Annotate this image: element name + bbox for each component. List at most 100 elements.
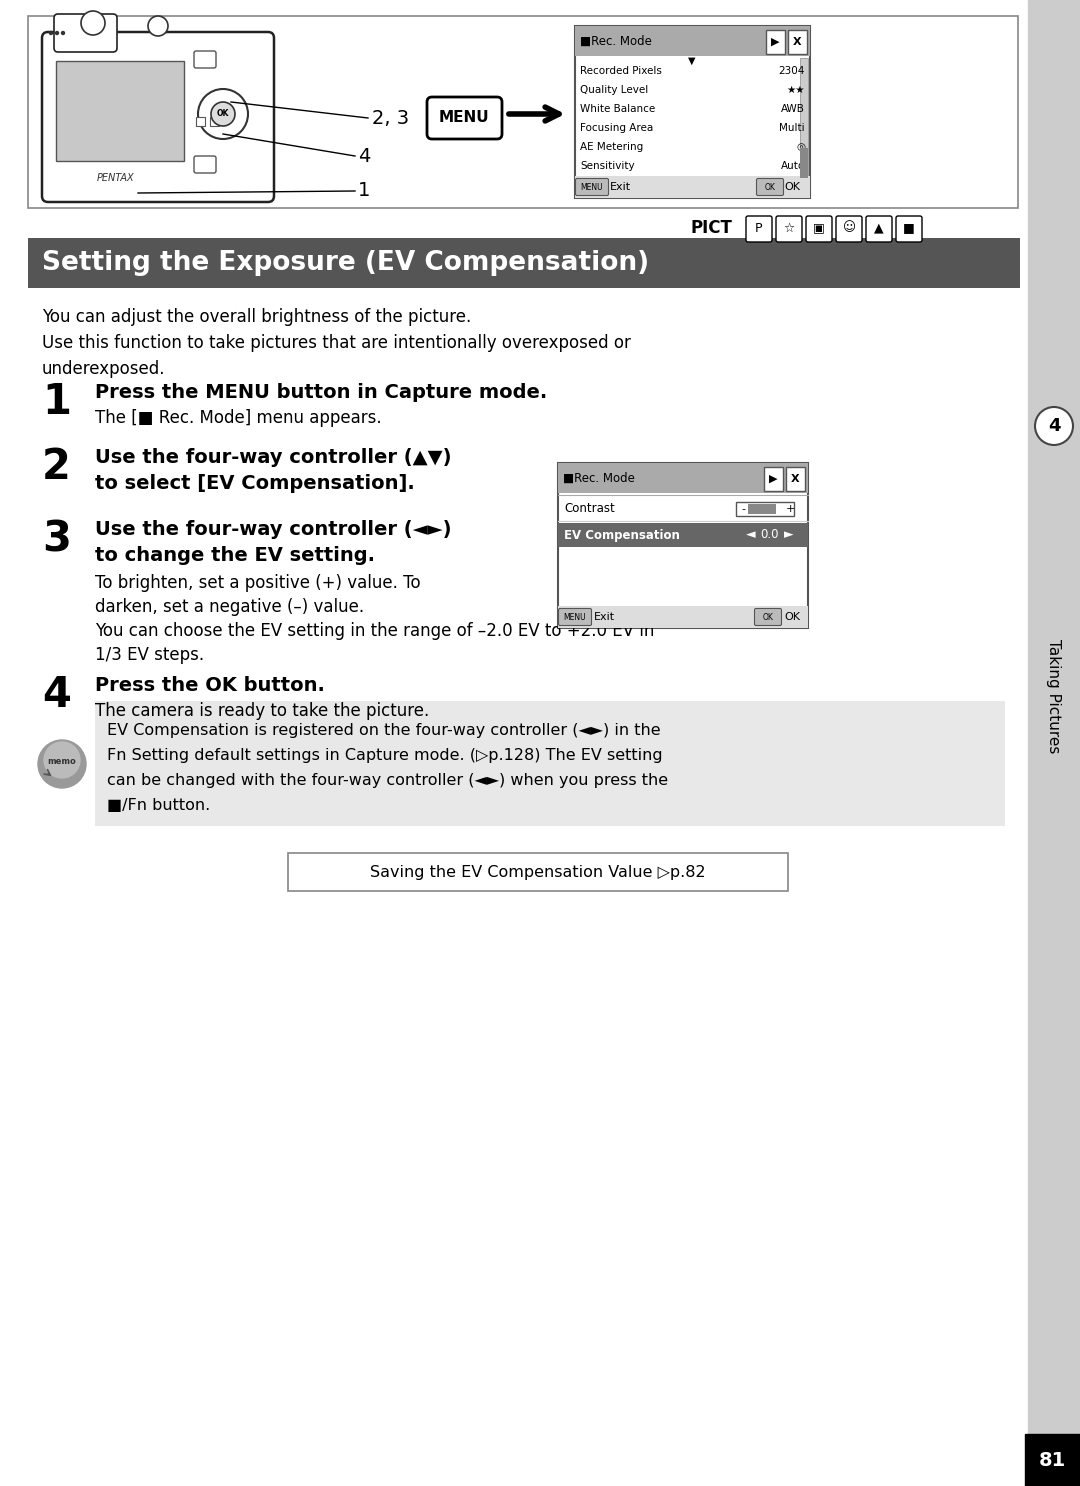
Text: ▼: ▼ <box>688 56 696 65</box>
Text: 4: 4 <box>357 147 370 165</box>
Bar <box>558 464 808 629</box>
Text: 3: 3 <box>42 519 71 560</box>
Text: Exit: Exit <box>610 181 631 192</box>
Text: darken, set a negative (–) value.: darken, set a negative (–) value. <box>95 597 364 617</box>
Text: +: + <box>786 504 795 514</box>
Text: Use the four-way controller (◄►): Use the four-way controller (◄►) <box>95 520 451 539</box>
Bar <box>748 504 777 514</box>
FancyBboxPatch shape <box>777 215 802 242</box>
Text: EV Compensation is registered on the four-way controller (◄►) in the: EV Compensation is registered on the fou… <box>107 724 661 739</box>
Text: ■: ■ <box>903 221 915 235</box>
Circle shape <box>44 742 80 779</box>
Text: 0.0: 0.0 <box>760 529 779 541</box>
Text: ★★: ★★ <box>786 85 805 95</box>
Text: OK: OK <box>762 612 773 621</box>
FancyBboxPatch shape <box>194 156 216 172</box>
Circle shape <box>211 103 235 126</box>
Bar <box>56 61 184 160</box>
Circle shape <box>62 31 65 34</box>
Text: memo: memo <box>48 758 77 767</box>
FancyBboxPatch shape <box>755 608 782 626</box>
Text: 1/3 EV steps.: 1/3 EV steps. <box>95 646 204 664</box>
Text: X: X <box>791 474 799 484</box>
Bar <box>764 467 783 490</box>
Bar <box>1028 0 1080 1486</box>
Text: White Balance: White Balance <box>580 104 656 114</box>
Text: 81: 81 <box>1038 1450 1066 1470</box>
Bar <box>558 523 808 547</box>
Text: Sensitivity: Sensitivity <box>580 160 635 171</box>
Text: MENU: MENU <box>564 612 586 621</box>
Bar <box>800 149 808 178</box>
Text: ☺: ☺ <box>842 221 855 235</box>
Circle shape <box>1035 407 1074 444</box>
Text: Taking Pictures: Taking Pictures <box>1047 639 1062 753</box>
Text: OK: OK <box>765 183 775 192</box>
Circle shape <box>198 89 248 140</box>
Text: EV Compensation: EV Compensation <box>564 529 680 541</box>
FancyBboxPatch shape <box>427 97 502 140</box>
Bar <box>766 30 785 53</box>
Bar <box>735 502 794 516</box>
Text: Contrast: Contrast <box>564 502 615 516</box>
Bar <box>28 16 1018 208</box>
Circle shape <box>148 16 168 36</box>
Text: Focusing Area: Focusing Area <box>580 123 653 134</box>
Text: The [■ Rec. Mode] menu appears.: The [■ Rec. Mode] menu appears. <box>95 409 381 426</box>
Text: Auto: Auto <box>781 160 805 171</box>
FancyBboxPatch shape <box>806 215 832 242</box>
Bar <box>558 464 808 493</box>
Bar <box>288 853 788 892</box>
Text: Press the MENU button in Capture mode.: Press the MENU button in Capture mode. <box>95 383 548 403</box>
FancyBboxPatch shape <box>54 13 117 52</box>
Text: -: - <box>741 504 745 514</box>
Circle shape <box>81 10 105 36</box>
FancyBboxPatch shape <box>576 178 608 196</box>
Bar <box>210 117 219 126</box>
Text: OK: OK <box>784 181 800 192</box>
Bar <box>788 30 807 53</box>
Text: Setting the Exposure (EV Compensation): Setting the Exposure (EV Compensation) <box>42 250 649 276</box>
Text: MENU: MENU <box>438 110 489 125</box>
Bar <box>558 606 808 629</box>
FancyBboxPatch shape <box>866 215 892 242</box>
Text: MENU: MENU <box>581 183 604 192</box>
Text: PENTAX: PENTAX <box>97 172 135 183</box>
Text: 2: 2 <box>42 446 71 487</box>
Text: You can choose the EV setting in the range of –2.0 EV to +2.0 EV in: You can choose the EV setting in the ran… <box>95 623 654 640</box>
Text: OK: OK <box>217 110 229 119</box>
Bar <box>575 25 810 56</box>
Circle shape <box>38 740 86 788</box>
Bar <box>1025 1434 1080 1486</box>
Text: You can adjust the overall brightness of the picture.: You can adjust the overall brightness of… <box>42 308 471 325</box>
Text: To brighten, set a positive (+) value. To: To brighten, set a positive (+) value. T… <box>95 574 420 591</box>
FancyBboxPatch shape <box>836 215 862 242</box>
Circle shape <box>50 31 53 34</box>
Text: can be changed with the four-way controller (◄►) when you press the: can be changed with the four-way control… <box>107 773 669 788</box>
Text: Exit: Exit <box>594 612 616 623</box>
Text: ■/Fn button.: ■/Fn button. <box>107 798 211 813</box>
Bar <box>28 238 1020 288</box>
Text: 1: 1 <box>357 181 370 201</box>
Text: ▲: ▲ <box>874 221 883 235</box>
Text: Recorded Pixels: Recorded Pixels <box>580 65 662 76</box>
Text: Saving the EV Compensation Value ▷p.82: Saving the EV Compensation Value ▷p.82 <box>370 865 706 880</box>
Text: ☆: ☆ <box>783 221 795 235</box>
Circle shape <box>55 31 58 34</box>
Text: Fn Setting default settings in Capture mode. (▷p.128) The EV setting: Fn Setting default settings in Capture m… <box>107 747 663 762</box>
FancyBboxPatch shape <box>756 178 783 196</box>
FancyBboxPatch shape <box>896 215 922 242</box>
Bar <box>800 58 808 178</box>
Text: Use this function to take pictures that are intentionally overexposed or: Use this function to take pictures that … <box>42 334 631 352</box>
FancyBboxPatch shape <box>194 51 216 68</box>
Text: to change the EV setting.: to change the EV setting. <box>95 545 375 565</box>
Text: The camera is ready to take the picture.: The camera is ready to take the picture. <box>95 701 429 721</box>
Text: ■Rec. Mode: ■Rec. Mode <box>563 471 635 484</box>
Text: 4: 4 <box>42 675 71 716</box>
Text: Multi: Multi <box>780 123 805 134</box>
Text: Quality Level: Quality Level <box>580 85 648 95</box>
Text: OK: OK <box>784 612 800 623</box>
Text: ►: ► <box>784 529 794 541</box>
Bar <box>95 701 1005 826</box>
Text: ◄: ◄ <box>746 529 756 541</box>
